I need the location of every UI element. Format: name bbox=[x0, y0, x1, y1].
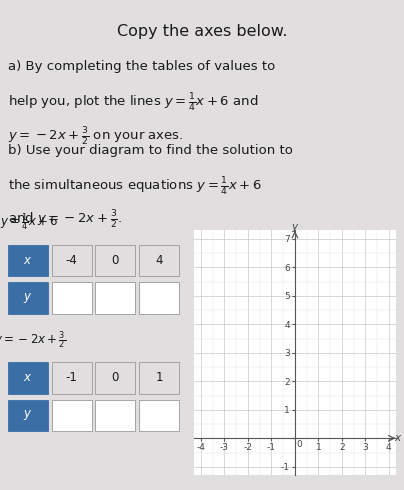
Text: 0: 0 bbox=[112, 254, 119, 267]
FancyBboxPatch shape bbox=[52, 362, 92, 394]
FancyBboxPatch shape bbox=[52, 245, 92, 276]
FancyBboxPatch shape bbox=[95, 399, 135, 431]
Text: $y$: $y$ bbox=[23, 291, 33, 305]
Text: b) Use your diagram to find the solution to: b) Use your diagram to find the solution… bbox=[8, 144, 293, 157]
FancyBboxPatch shape bbox=[95, 362, 135, 394]
FancyBboxPatch shape bbox=[8, 362, 48, 394]
Text: $y = -2x + \frac{3}{2}$: $y = -2x + \frac{3}{2}$ bbox=[0, 329, 66, 351]
Text: Copy the axes below.: Copy the axes below. bbox=[117, 24, 287, 39]
Text: the simultaneous equations $y = \frac{1}{4}x + 6$: the simultaneous equations $y = \frac{1}… bbox=[8, 175, 262, 197]
FancyBboxPatch shape bbox=[52, 282, 92, 314]
Text: $y$: $y$ bbox=[290, 222, 299, 234]
FancyBboxPatch shape bbox=[52, 399, 92, 431]
Text: $y = -2x + \frac{3}{2}$ on your axes.: $y = -2x + \frac{3}{2}$ on your axes. bbox=[8, 125, 183, 147]
Text: 0: 0 bbox=[296, 440, 302, 449]
FancyBboxPatch shape bbox=[8, 245, 48, 276]
Text: 4: 4 bbox=[155, 254, 163, 267]
FancyBboxPatch shape bbox=[139, 282, 179, 314]
Text: help you, plot the lines $y = \frac{1}{4}x + 6$ and: help you, plot the lines $y = \frac{1}{4… bbox=[8, 92, 259, 114]
Text: $x$: $x$ bbox=[23, 254, 33, 267]
Text: $x$: $x$ bbox=[393, 433, 402, 443]
Text: -4: -4 bbox=[66, 254, 78, 267]
FancyBboxPatch shape bbox=[139, 245, 179, 276]
FancyBboxPatch shape bbox=[139, 399, 179, 431]
Text: 1: 1 bbox=[155, 371, 163, 385]
FancyBboxPatch shape bbox=[8, 282, 48, 314]
FancyBboxPatch shape bbox=[95, 245, 135, 276]
Text: -1: -1 bbox=[66, 371, 78, 385]
Text: 0: 0 bbox=[112, 371, 119, 385]
Text: a) By completing the tables of values to: a) By completing the tables of values to bbox=[8, 60, 275, 74]
FancyBboxPatch shape bbox=[139, 362, 179, 394]
Text: $x$: $x$ bbox=[23, 371, 33, 385]
FancyBboxPatch shape bbox=[8, 399, 48, 431]
Text: $y = \frac{1}{4}x + 6$: $y = \frac{1}{4}x + 6$ bbox=[0, 212, 59, 233]
Text: and $y = -2x + \frac{3}{2}$.: and $y = -2x + \frac{3}{2}$. bbox=[8, 209, 122, 231]
Text: $y$: $y$ bbox=[23, 408, 33, 422]
FancyBboxPatch shape bbox=[95, 282, 135, 314]
